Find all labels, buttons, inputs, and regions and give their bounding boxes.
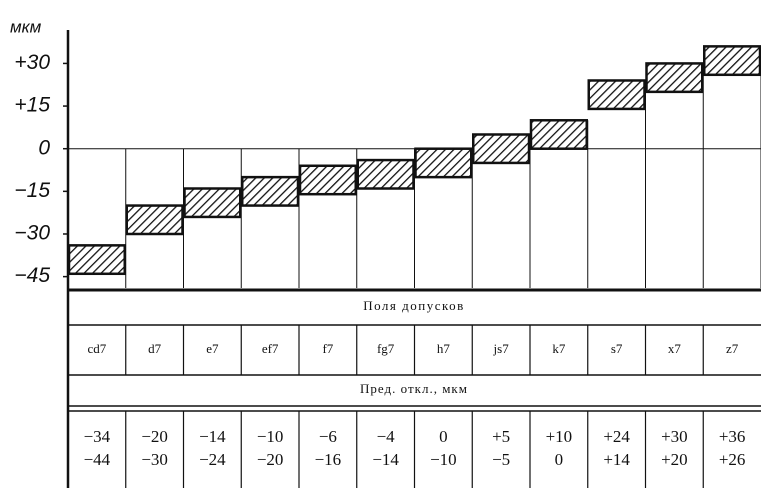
lower-value-label: −5 xyxy=(492,450,510,469)
upper-value-label: +10 xyxy=(546,427,573,446)
tolerance-field xyxy=(67,244,126,276)
upper-value-label: 0 xyxy=(439,427,448,446)
upper-value-label: −14 xyxy=(199,427,226,446)
y-axis-label: мкм xyxy=(10,17,42,36)
upper-value-label: −20 xyxy=(141,427,168,446)
category-label: js7 xyxy=(493,341,510,356)
lower-value-label: +26 xyxy=(719,450,746,469)
lower-value-label: −30 xyxy=(141,450,168,469)
lower-value-label: −14 xyxy=(372,450,399,469)
lower-value-label: 0 xyxy=(555,450,564,469)
upper-value-label: +30 xyxy=(661,427,688,446)
table-header: Поля допусков xyxy=(363,298,465,313)
category-label: d7 xyxy=(148,341,162,356)
upper-value-label: +5 xyxy=(492,427,510,446)
tolerance-field xyxy=(472,133,531,165)
lower-value-label: −44 xyxy=(84,450,111,469)
tolerance-field xyxy=(298,164,357,196)
lower-value-label: −16 xyxy=(315,450,342,469)
tolerance-field xyxy=(241,175,300,207)
upper-value-label: +24 xyxy=(603,427,630,446)
tolerance-field xyxy=(356,158,415,190)
y-tick-label: −30 xyxy=(14,222,50,245)
category-label: s7 xyxy=(611,341,623,356)
upper-value-label: +36 xyxy=(719,427,746,446)
lower-value-label: −20 xyxy=(257,450,284,469)
y-tick-label: −15 xyxy=(14,179,50,202)
upper-value-label: −10 xyxy=(257,427,284,446)
category-label: h7 xyxy=(437,341,451,356)
category-label: x7 xyxy=(668,341,682,356)
category-label: e7 xyxy=(206,341,219,356)
y-tick-label: +30 xyxy=(14,51,50,74)
y-tick-label: 0 xyxy=(38,136,50,159)
tolerance-field xyxy=(183,187,242,219)
deviation-header: Пред. откл., мкм xyxy=(360,381,468,396)
category-label: fg7 xyxy=(377,341,395,356)
tolerance-field xyxy=(645,62,704,94)
lower-value-label: +20 xyxy=(661,450,688,469)
upper-value-label: −6 xyxy=(319,427,337,446)
tolerance-field xyxy=(529,119,588,150)
upper-value-label: −4 xyxy=(377,427,396,446)
category-label: cd7 xyxy=(87,341,106,356)
category-label: ef7 xyxy=(262,341,279,356)
upper-value-label: −34 xyxy=(84,427,111,446)
lower-value-label: −24 xyxy=(199,450,226,469)
y-tick-label: −45 xyxy=(14,264,50,287)
category-label: z7 xyxy=(726,341,739,356)
tolerance-field xyxy=(587,79,646,111)
lower-value-label: −10 xyxy=(430,450,457,469)
category-label: f7 xyxy=(322,341,333,356)
y-tick-label: +15 xyxy=(14,94,50,117)
tolerance-field xyxy=(703,45,761,77)
tolerance-field xyxy=(125,204,184,236)
category-label: k7 xyxy=(552,341,566,356)
lower-value-label: +14 xyxy=(603,450,630,469)
tolerance-field xyxy=(414,147,473,179)
